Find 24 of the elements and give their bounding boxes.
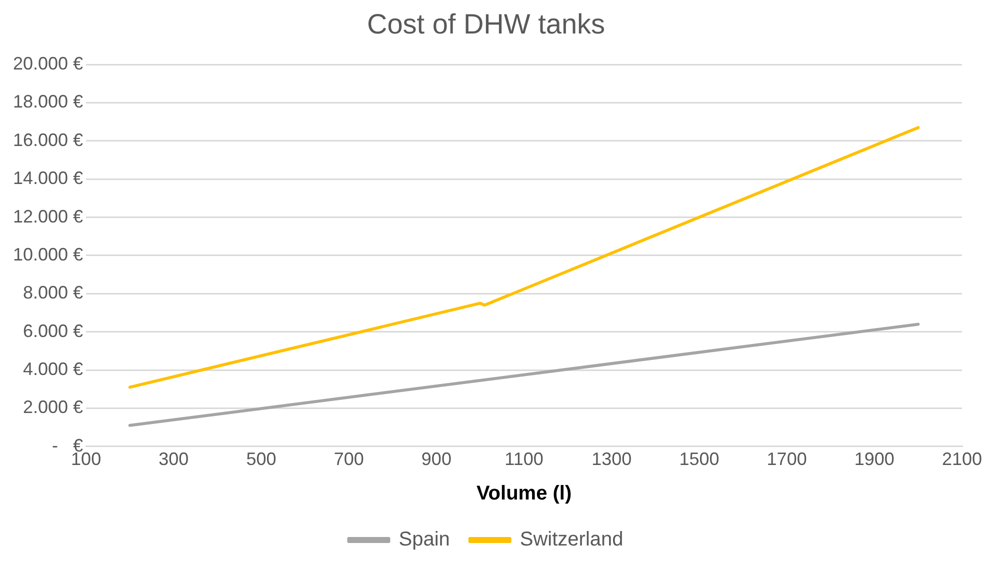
y-tick-label: 4.000 € [23, 359, 84, 380]
y-tick-label: 12.000 € [12, 206, 84, 226]
x-tick-label: 1100 [504, 449, 544, 470]
legend-label: Spain [398, 528, 450, 551]
chart-title: Cost of DHW tanks [366, 8, 606, 40]
x-tick-label: 1900 [854, 449, 894, 470]
y-tick-label: 16.000 € [12, 130, 84, 150]
x-tick-label: 1300 [592, 449, 632, 470]
x-tick-label: 1500 [679, 449, 720, 470]
legend-label: Switzerland [520, 528, 624, 551]
y-tick-label: 20.000 € [12, 54, 84, 74]
y-tick-label: 18.000 € [12, 92, 84, 112]
y-tick-label: 6.000 € [23, 320, 84, 341]
x-tick-label: 900 [421, 449, 452, 470]
x-tick-label: 1700 [766, 449, 807, 470]
y-tick-label: 8.000 € [23, 282, 84, 303]
y-tick-label: 10.000 € [12, 244, 84, 264]
y-tick-label: 2.000 € [23, 397, 84, 418]
x-tick-label: 300 [158, 449, 189, 470]
y-tick-label: 14.000 € [12, 168, 84, 188]
x-axis-title: Volume (l) [476, 482, 572, 505]
x-tick-label: 2100 [942, 449, 982, 470]
x-tick-label: 700 [334, 449, 364, 470]
x-tick-label: 500 [246, 449, 276, 470]
